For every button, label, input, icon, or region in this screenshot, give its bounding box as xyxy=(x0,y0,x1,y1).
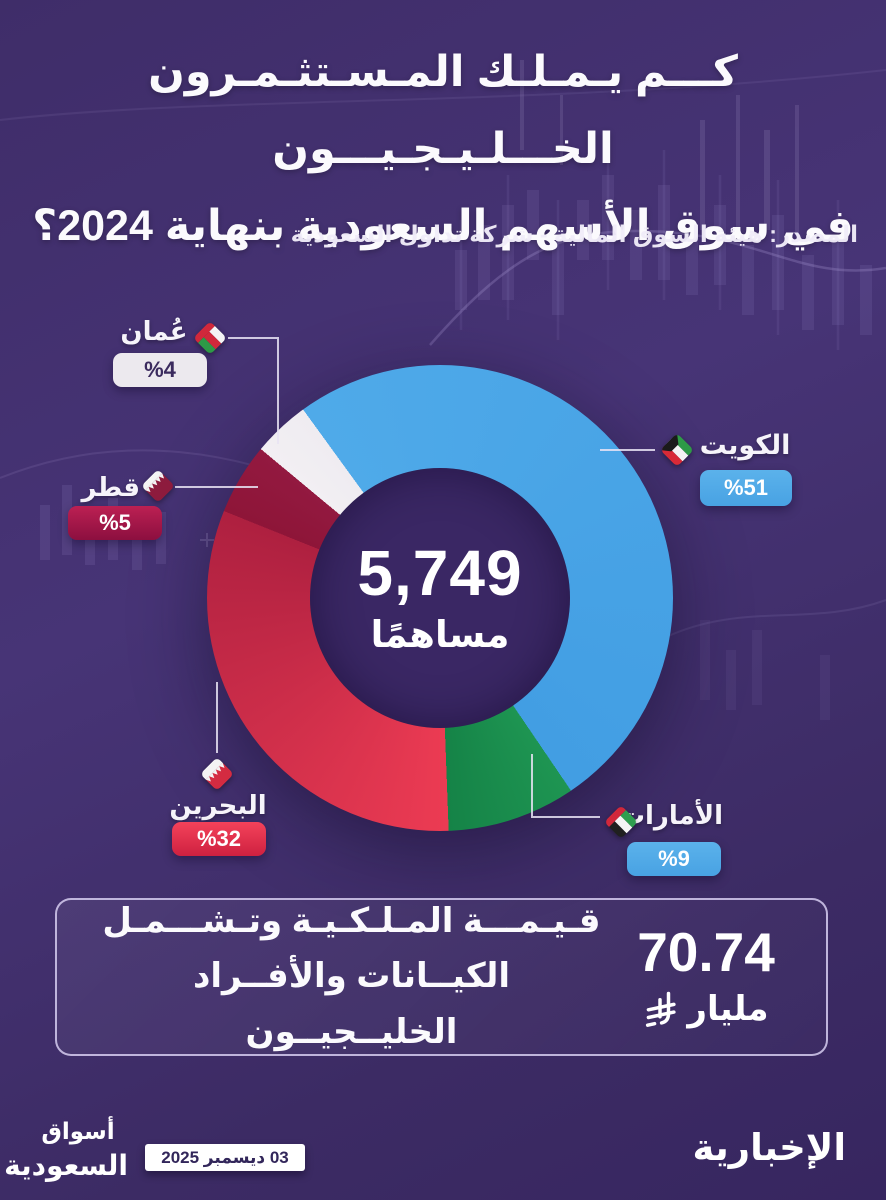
ownership-unit: مليار xyxy=(687,990,769,1028)
badge-bahrain-pct: %32 xyxy=(172,822,266,856)
ownership-value-box: 70.74 مليار قـيـمـــة المـلـكـيـة وتـشــ… xyxy=(55,898,828,1056)
uae-flag-icon xyxy=(604,805,638,839)
source-note: المصدر: هيئة السوق المالية - شركة تداول … xyxy=(290,221,858,247)
badge-kuwait-pct: %51 xyxy=(700,470,792,506)
page-title-line1: كـــم يـمـلـك المـسـتثـمـرون الخـــلـيـج… xyxy=(148,48,738,173)
saudi-riyal-symbol-icon xyxy=(646,991,677,1027)
total-shareholders-label: مساهمًا xyxy=(370,614,510,656)
kuwait-flag-icon xyxy=(660,433,694,467)
label-oman: عُمان xyxy=(120,316,188,346)
badge-qatar-pct-text: %5 xyxy=(99,510,131,535)
saudi-markets-logo-line2: السعودية xyxy=(4,1150,128,1182)
label-bahrain: البحرين xyxy=(169,790,267,820)
label-qatar: قطر xyxy=(81,472,140,502)
saudi-markets-logo: أسواق السعودية xyxy=(4,1116,128,1185)
badge-oman-pct: %4 xyxy=(113,353,207,387)
oman-flag-icon xyxy=(193,321,227,355)
saudi-markets-logo-line1: أسواق xyxy=(41,1118,115,1144)
page-title-line2: في سوق الأسهم السعودية بنهاية 2024؟ xyxy=(32,202,854,250)
date-badge: 03 ديسمبر 2025 xyxy=(145,1144,305,1171)
qatar-flag-icon xyxy=(141,469,175,503)
badge-bahrain-pct-text: %32 xyxy=(196,826,242,851)
label-kuwait: الكويت xyxy=(699,430,791,460)
badge-kuwait-pct-text: %51 xyxy=(723,475,769,500)
bahrain-flag-icon xyxy=(200,757,234,791)
ownership-value: 70.74 xyxy=(637,921,775,983)
page-title: كـــم يـمـلـك المـسـتثـمـرون الخـــلـيـج… xyxy=(0,34,886,265)
badge-oman-pct-text: %4 xyxy=(144,357,176,382)
ownership-description-line1: قـيـمـــة المـلـكـيـة وتـشـــمـل xyxy=(102,902,601,941)
total-shareholders-value: 5,749 xyxy=(357,536,523,609)
channel-logo-alekhbariya: الإخبارية xyxy=(692,1127,846,1168)
label-uae: الأمارات xyxy=(618,800,723,830)
badge-uae-pct-text: %9 xyxy=(658,846,690,871)
ownership-value-block: 70.74 مليار xyxy=(612,925,800,1029)
donut-center: 5,749 مساهمًا xyxy=(310,468,570,728)
ownership-description: قـيـمـــة المـلـكـيـة وتـشـــمـل الكيــا… xyxy=(83,894,612,1059)
ownership-description-line2: الكيــانات والأفــراد الخليــجيــون xyxy=(192,957,511,1051)
badge-uae-pct: %9 xyxy=(627,842,721,876)
badge-qatar-pct: %5 xyxy=(68,506,162,540)
